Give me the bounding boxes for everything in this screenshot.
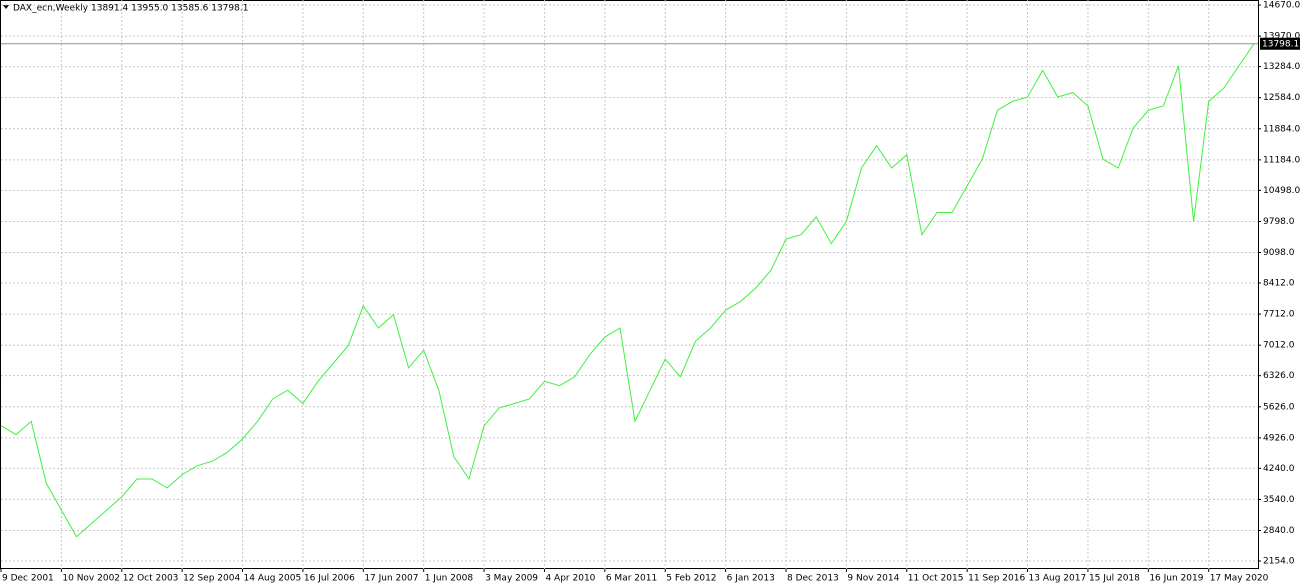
last-price-box <box>1260 37 1300 50</box>
chart-title: DAX_ecn,Weekly 13891.4 13955.0 13585.6 1… <box>13 4 248 14</box>
y-tick-label: 4926.0 <box>1263 433 1295 443</box>
x-tick-label: 10 Nov 2002 <box>62 574 120 584</box>
x-tick-label: 4 Apr 2010 <box>545 574 595 584</box>
x-tick-label: 17 Jun 2007 <box>364 574 418 584</box>
y-tick-label: 6326.0 <box>1263 371 1295 381</box>
y-tick-label: 12584.0 <box>1263 93 1300 103</box>
x-tick-label: 14 Aug 2005 <box>244 574 302 584</box>
x-tick-label: 8 Dec 2013 <box>787 574 839 584</box>
x-tick-label: 5 Feb 2012 <box>666 574 716 584</box>
y-tick-label: 5626.0 <box>1263 402 1295 412</box>
y-tick-label: 9798.0 <box>1263 217 1295 227</box>
y-tick-label: 8412.0 <box>1263 279 1295 289</box>
y-tick-label: 13284.0 <box>1263 62 1300 72</box>
x-tick-label: 1 Jun 2008 <box>425 574 474 584</box>
y-tick-label: 7012.0 <box>1263 341 1295 351</box>
y-tick-label: 11884.0 <box>1263 124 1300 134</box>
x-tick-label: 6 Mar 2011 <box>606 574 657 584</box>
x-tick-label: 17 May 2020 <box>1210 574 1269 584</box>
y-tick-label: 2840.0 <box>1263 526 1295 536</box>
x-tick-label: 9 Nov 2014 <box>847 574 899 584</box>
y-tick-label: 13970.0 <box>1263 32 1300 42</box>
x-tick-label: 16 Jun 2019 <box>1149 574 1203 584</box>
price-line <box>0 43 1255 538</box>
last-price-label: 13798.1 <box>1262 39 1299 49</box>
x-tick-label: 12 Oct 2003 <box>123 574 179 584</box>
y-tick-label: 9098.0 <box>1263 248 1295 258</box>
x-tick-label: 6 Jan 2013 <box>727 574 775 584</box>
y-tick-label: 7712.0 <box>1263 310 1295 320</box>
x-tick-label: 9 Dec 2001 <box>2 574 54 584</box>
y-tick-label: 4240.0 <box>1263 464 1295 474</box>
x-tick-label: 11 Oct 2015 <box>908 574 964 584</box>
y-tick-label: 2154.0 <box>1263 557 1295 567</box>
plot-frame <box>0 0 1259 569</box>
x-tick-label: 15 Jul 2018 <box>1089 574 1140 584</box>
x-tick-label: 13 Aug 2017 <box>1029 574 1087 584</box>
collapse-icon <box>3 5 9 9</box>
x-tick-label: 12 Sep 2004 <box>183 574 240 584</box>
x-tick-label: 3 May 2009 <box>485 574 538 584</box>
y-tick-label: 11184.0 <box>1263 155 1300 165</box>
y-tick-label: 14670.0 <box>1263 1 1300 11</box>
x-tick-label: 11 Sep 2016 <box>968 574 1025 584</box>
y-tick-label: 3540.0 <box>1263 495 1295 505</box>
x-tick-label: 16 Jul 2006 <box>304 574 355 584</box>
y-tick-label: 10498.0 <box>1263 186 1300 196</box>
